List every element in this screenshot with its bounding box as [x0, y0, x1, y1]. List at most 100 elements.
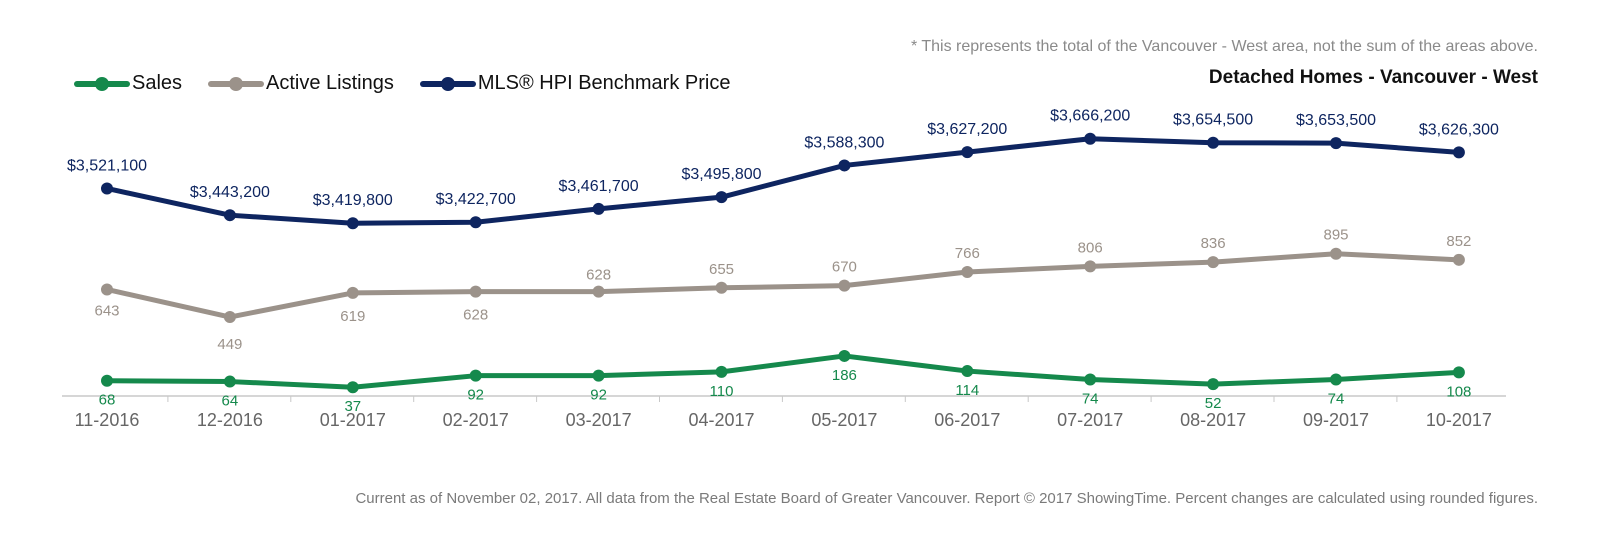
- sales-data-label: 52: [1205, 395, 1222, 412]
- benchmark-price-point: [1207, 136, 1220, 149]
- active-listings-data-label: 619: [340, 308, 365, 325]
- active-listings-point: [223, 311, 236, 324]
- sales-data-label: 110: [710, 383, 734, 400]
- x-tick-label: 09-2017: [1303, 410, 1369, 430]
- sales-data-label: 108: [1446, 383, 1471, 400]
- footer-source-note: Current as of November 02, 2017. All dat…: [355, 490, 1538, 507]
- active-listings-data-label: 628: [463, 307, 488, 324]
- benchmark-price-data-label: $3,627,200: [927, 121, 1007, 138]
- benchmark-price-point: [101, 182, 113, 195]
- benchmark-price-point: [469, 216, 482, 229]
- sales-point: [223, 375, 236, 388]
- x-tick-label: 07-2017: [1057, 410, 1123, 430]
- legend-swatch-sales: [74, 76, 130, 91]
- sales-point: [838, 349, 851, 362]
- x-tick-label: 01-2017: [320, 410, 386, 430]
- benchmark-price-data-label: $3,588,300: [804, 134, 884, 151]
- benchmark-price-point: [346, 217, 359, 230]
- x-tick-label: 12-2016: [197, 410, 263, 430]
- x-tick-label: 11-2016: [75, 410, 140, 430]
- benchmark-price-data-label: $3,521,100: [67, 157, 147, 174]
- active-listings-point: [469, 285, 482, 298]
- sales-point: [592, 369, 605, 382]
- sales-point: [961, 365, 974, 378]
- benchmark-price-point: [838, 159, 851, 172]
- active-listings-data-label: 628: [586, 267, 611, 284]
- legend-label-active-listings: Active Listings: [266, 72, 394, 94]
- sales-point: [346, 381, 359, 394]
- sales-data-label: 74: [1082, 390, 1099, 407]
- sales-point: [1452, 366, 1465, 379]
- active-listings-point: [1330, 247, 1342, 260]
- active-listings-point: [961, 266, 974, 279]
- benchmark-price-point: [1452, 146, 1465, 159]
- active-listings-point: [101, 283, 113, 296]
- x-tick-label: 08-2017: [1180, 410, 1246, 430]
- sales-data-label: 74: [1328, 390, 1345, 407]
- sales-point: [1207, 378, 1220, 391]
- sales-point: [1330, 373, 1342, 386]
- active-listings-point: [838, 279, 851, 292]
- benchmark-price-data-label: $3,495,800: [681, 166, 761, 183]
- chart-title: Detached Homes - Vancouver - West: [1208, 67, 1538, 88]
- benchmark-price-point: [1084, 132, 1097, 145]
- sales-point: [715, 365, 728, 378]
- active-listings-data-label: 670: [832, 259, 857, 276]
- legend-swatch-benchmark-price: [419, 76, 476, 91]
- benchmark-price-data-label: $3,666,200: [1050, 108, 1130, 125]
- active-listings-point: [1084, 260, 1097, 273]
- legend-label-benchmark-price: MLS® HPI Benchmark Price: [477, 72, 731, 94]
- sales-data-label: 92: [590, 387, 607, 404]
- benchmark-price-line: [104, 136, 1462, 226]
- footnote-area-total: * This represents the total of the Vanco…: [910, 38, 1538, 55]
- active-listings-data-label: 806: [1078, 239, 1103, 256]
- active-listings-point: [1452, 253, 1465, 266]
- benchmark-price-point: [223, 209, 236, 222]
- benchmark-price-data-label: $3,419,800: [313, 192, 393, 209]
- benchmark-price-point: [592, 202, 605, 215]
- active-listings-point: [592, 285, 605, 298]
- line-chart: 11-2016 12-2016 01-2017 02-2017 03-2017 04-20…: [62, 108, 1506, 430]
- sales-point: [1084, 373, 1097, 386]
- active-listings-data-label: 895: [1323, 227, 1348, 244]
- benchmark-price-data-label: $3,443,200: [190, 184, 270, 201]
- sales-data-label: 37: [344, 398, 361, 415]
- sales-point: [101, 374, 113, 387]
- legend-swatch-active-listings: [208, 76, 265, 91]
- active-listings-point: [346, 286, 359, 299]
- x-tick-label: 04-2017: [688, 410, 754, 430]
- active-listings-line: [104, 251, 1462, 320]
- legend-item-sales[interactable]: Sales: [74, 72, 182, 95]
- sales-line: [104, 353, 1462, 390]
- legend-item-benchmark-price[interactable]: MLS® HPI Benchmark Price: [419, 72, 731, 95]
- active-listings-data-label: 643: [94, 302, 119, 319]
- benchmark-price-data-label: $3,626,300: [1419, 121, 1499, 138]
- legend-label-sales: Sales: [132, 72, 183, 94]
- benchmark-price-data-label: $3,461,700: [559, 178, 639, 195]
- active-listings-data-label: 852: [1446, 233, 1471, 250]
- active-listings-data-label: 449: [217, 336, 242, 353]
- x-tick-label: 03-2017: [566, 410, 632, 430]
- benchmark-price-point: [1330, 137, 1342, 150]
- active-listings-data-label: 836: [1201, 235, 1226, 252]
- active-listings-data-label: 766: [955, 245, 980, 262]
- sales-data-label: 186: [832, 367, 857, 384]
- active-listings-point: [1207, 256, 1220, 269]
- sales-data-label: 114: [955, 382, 979, 399]
- benchmark-price-point: [961, 146, 974, 159]
- benchmark-price-data-label: $3,422,700: [436, 191, 516, 208]
- benchmark-price-data-label: $3,653,500: [1296, 112, 1376, 129]
- legend: Sales Active Listings MLS® HPI Benchmark…: [74, 72, 730, 95]
- x-tick-label: 10-2017: [1426, 410, 1492, 430]
- active-listings-data-label: 655: [709, 261, 734, 278]
- sales-data-label: 68: [99, 392, 116, 409]
- sales-data-label: 64: [222, 393, 239, 410]
- x-tick-label: 02-2017: [443, 410, 509, 430]
- x-tick-label: 05-2017: [811, 410, 877, 430]
- active-listings-point: [715, 281, 728, 294]
- sales-point: [469, 369, 482, 382]
- legend-item-active-listings[interactable]: Active Listings: [208, 72, 394, 95]
- benchmark-price-data-label: $3,654,500: [1173, 112, 1253, 129]
- sales-data-label: 92: [467, 387, 484, 404]
- x-tick-label: 06-2017: [934, 410, 1000, 430]
